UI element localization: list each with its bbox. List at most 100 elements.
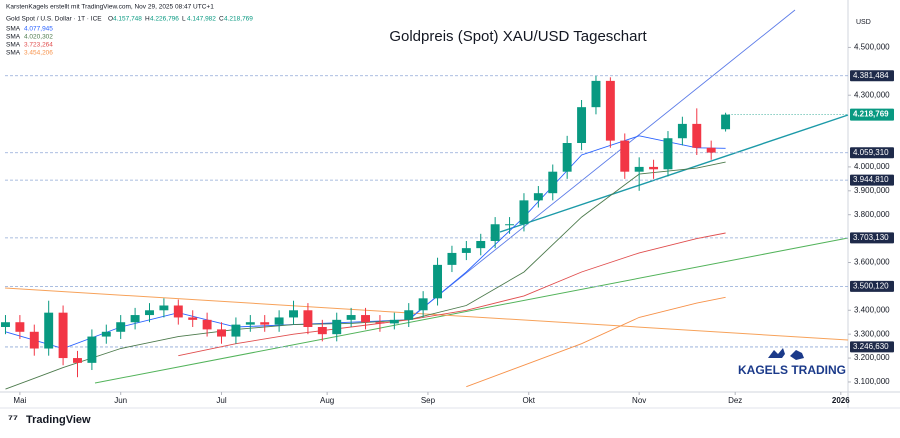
x-tick-label: Nov — [632, 396, 646, 405]
candle-body — [418, 298, 428, 311]
axes: 4.500,000 4.300,000 4.000,000 3.900,000 3.80… — [13, 43, 890, 406]
candle-body — [231, 324, 241, 337]
candle-body — [245, 322, 255, 325]
trend-line — [94, 237, 849, 384]
candle-body — [620, 140, 630, 172]
trend-line — [409, 9, 796, 319]
candle-body — [159, 305, 169, 311]
last-price-badge — [850, 108, 894, 121]
x-tick-label: Jul — [216, 396, 226, 405]
candle-body — [274, 317, 284, 325]
candle-body — [490, 224, 500, 241]
brand: KAGELS TRADING — [738, 363, 846, 377]
candle-body — [505, 224, 515, 226]
candle-body — [605, 80, 615, 141]
x-tick-label: Sep — [421, 396, 436, 405]
level-label: 4.381,484 — [853, 71, 889, 80]
candle-body — [591, 80, 601, 108]
ohlc-prefix: H — [145, 16, 150, 23]
candle-body — [404, 310, 414, 320]
candle-body — [317, 327, 327, 335]
legend-value: 3.723,264 — [24, 42, 53, 49]
candle-body — [721, 114, 731, 130]
credit: KarstenKagels erstellt mit TradingView.c… — [6, 4, 214, 11]
candle-body — [145, 310, 154, 316]
level-badge — [850, 280, 894, 292]
x-tick-label: Mai — [13, 396, 26, 405]
candle-body — [677, 123, 687, 139]
y-tick-label: 3.800,000 — [854, 210, 890, 219]
candle-body — [58, 312, 68, 359]
legend-name: SMA — [6, 50, 21, 57]
level-label: 3.703,130 — [853, 233, 889, 242]
candle-body — [389, 319, 399, 324]
candle-body — [519, 200, 529, 225]
candle-body — [533, 193, 543, 201]
x-tick-label: Dez — [728, 396, 742, 405]
trend-lines — [4, 9, 849, 384]
candle-body — [361, 315, 370, 323]
legend: Gold Spot / U.S. Dollar · 1T · ICE O 4.157… — [6, 16, 253, 57]
ohlc-value: 4.157,748 — [113, 16, 142, 23]
legend-name: SMA — [6, 42, 21, 49]
y-tick-label: 3.900,000 — [854, 186, 890, 195]
level-badge — [850, 341, 894, 353]
candle-body — [87, 336, 97, 363]
trend-line — [4, 287, 849, 341]
level-label: 4.059,310 — [853, 148, 889, 157]
currency: USD — [856, 19, 871, 26]
candle-body — [188, 317, 198, 320]
candle-body — [116, 322, 126, 332]
ohlc-value: 4.218,769 — [224, 16, 253, 23]
candle-body — [1, 322, 10, 328]
candle-body — [476, 240, 486, 249]
footer-logo: ⁷⁷ TradingView — [8, 412, 91, 426]
sma-line — [178, 232, 726, 357]
candle-body — [461, 248, 471, 253]
candle-body — [73, 358, 82, 363]
legend-name: SMA — [6, 34, 21, 41]
y-tick-label: 3.300,000 — [854, 329, 890, 338]
candle-body — [173, 305, 183, 318]
candle-body — [130, 315, 140, 323]
level-label: 3.500,120 — [853, 281, 889, 290]
y-tick-label: 3.100,000 — [854, 377, 890, 386]
x-tick-label: Jun — [114, 396, 127, 405]
sma-line — [466, 296, 726, 388]
candles: 4.218,769 — [1, 75, 894, 378]
candle-body — [706, 147, 716, 153]
level-badge — [850, 174, 894, 186]
candle-body — [649, 166, 659, 170]
candle-body — [634, 166, 644, 172]
candle-body — [375, 322, 385, 324]
candle-body — [44, 312, 54, 349]
candle-body — [303, 310, 313, 328]
candle-body — [433, 264, 443, 299]
symbol: Gold Spot / U.S. Dollar · 1T · ICE — [6, 16, 102, 23]
y-tick-label: 3.400,000 — [854, 305, 890, 314]
candle-body — [289, 310, 298, 318]
candle-body — [217, 329, 226, 337]
y-tick-label: 4.000,000 — [854, 162, 890, 171]
candle-body — [562, 143, 572, 172]
level-badge — [850, 147, 894, 159]
candle-body — [29, 331, 39, 349]
candle-body — [101, 331, 111, 337]
footer-icon: ⁷⁷ — [8, 412, 18, 426]
candle-body — [548, 171, 558, 194]
bull-icon — [768, 348, 785, 358]
level-label: 3.944,810 — [853, 175, 889, 184]
level-label: 3.246,630 — [853, 342, 889, 351]
candle-body — [15, 322, 25, 332]
legend-value: 3.454,206 — [24, 50, 53, 57]
platform: TradingView — [26, 414, 91, 426]
y-tick-label: 3.200,000 — [854, 353, 890, 362]
ohlc-value: 4.147,982 — [187, 16, 216, 23]
brand-logo: KAGELS TRADING — [738, 348, 846, 377]
level-badge — [850, 70, 894, 82]
ohlc-prefix: L — [182, 16, 186, 23]
candle-body — [202, 319, 212, 330]
